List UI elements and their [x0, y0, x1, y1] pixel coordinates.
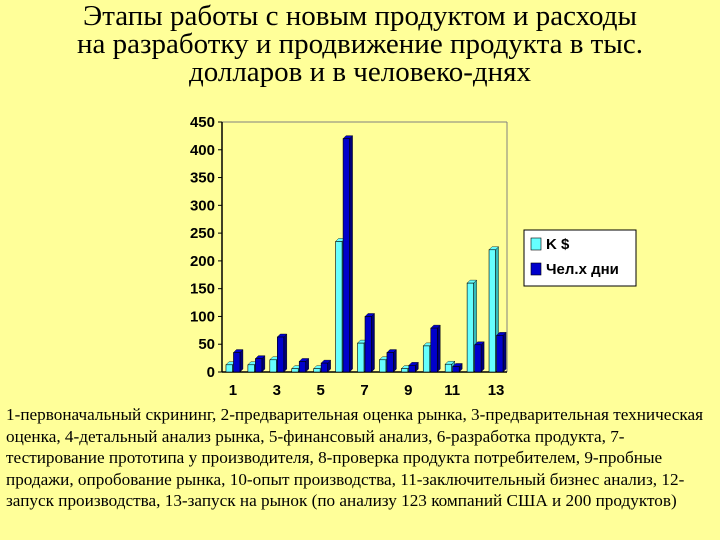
bar-k-usd [466, 282, 474, 373]
x-tick-label: 3 [273, 382, 281, 399]
bar-k-usd [444, 363, 452, 373]
bar-k-usd [291, 368, 299, 373]
bar-man-days [233, 352, 241, 373]
bar-man-days [474, 344, 482, 373]
y-tick-label: 100 [190, 308, 215, 325]
bar-man-days [364, 316, 372, 373]
bar-man-days [277, 336, 285, 373]
y-tick-label: 50 [198, 336, 215, 353]
bar-man-days [452, 366, 460, 373]
bar-k-usd [379, 359, 387, 373]
bar-k-usd [247, 364, 255, 373]
y-tick-label: 250 [190, 225, 215, 242]
bar-k-usd [225, 364, 233, 373]
x-tick-label: 5 [316, 382, 324, 399]
bar-k-usd [401, 368, 409, 373]
x-tick-label: 7 [360, 382, 368, 399]
y-tick-label: 350 [190, 170, 215, 187]
bar-k-usd [422, 345, 431, 373]
x-tick-label: 1 [229, 382, 237, 399]
y-tick-label: 300 [190, 197, 215, 214]
bar-k-usd [357, 342, 365, 373]
bar-side [393, 349, 397, 373]
bar-side [349, 135, 353, 373]
x-tick-label: 13 [488, 382, 505, 399]
x-tick-label: 9 [404, 382, 412, 399]
y-tick-label: 150 [190, 281, 215, 298]
bar-k-usd [313, 368, 321, 373]
bar-man-days [320, 362, 328, 373]
bar-man-days [496, 335, 504, 373]
bar-man-days [342, 138, 350, 373]
legend-box [523, 229, 637, 287]
y-tick-label: 450 [190, 114, 215, 131]
legend-label: K $ [546, 236, 570, 253]
title-line-3: долларов и в человеко-днях [188, 56, 532, 88]
chart-title: Этапы работы с новым продуктом и расходы… [0, 0, 720, 88]
bar-man-days [430, 327, 438, 373]
y-tick-label: 200 [190, 253, 215, 270]
bar-man-days [386, 352, 394, 373]
title-line-1: Этапы работы с новым продуктом и расходы [83, 0, 637, 32]
y-tick-label: 0 [207, 364, 215, 381]
bar-k-usd [488, 249, 496, 373]
bar-man-days [255, 358, 263, 373]
bar-side [502, 331, 507, 373]
bar-k-usd [269, 359, 277, 373]
bar-man-days [408, 365, 416, 373]
title-line-2: на разработку и продвижение продукта в т… [77, 28, 643, 60]
bar-side [437, 324, 441, 373]
x-tick-label: 11 [444, 382, 460, 399]
legend-label: Чел.х дни [546, 261, 619, 278]
bar-side [239, 349, 244, 373]
bar-side [480, 341, 485, 373]
bar-k-usd [335, 241, 343, 373]
stage-legend-caption: 1-первоначальный скрининг, 2-предварител… [6, 405, 704, 511]
bar-man-days [298, 361, 307, 373]
legend-swatch [530, 237, 542, 251]
y-tick-label: 400 [190, 142, 215, 159]
legend-swatch [530, 262, 542, 276]
bar-side [283, 333, 288, 373]
bar-side [371, 312, 375, 373]
